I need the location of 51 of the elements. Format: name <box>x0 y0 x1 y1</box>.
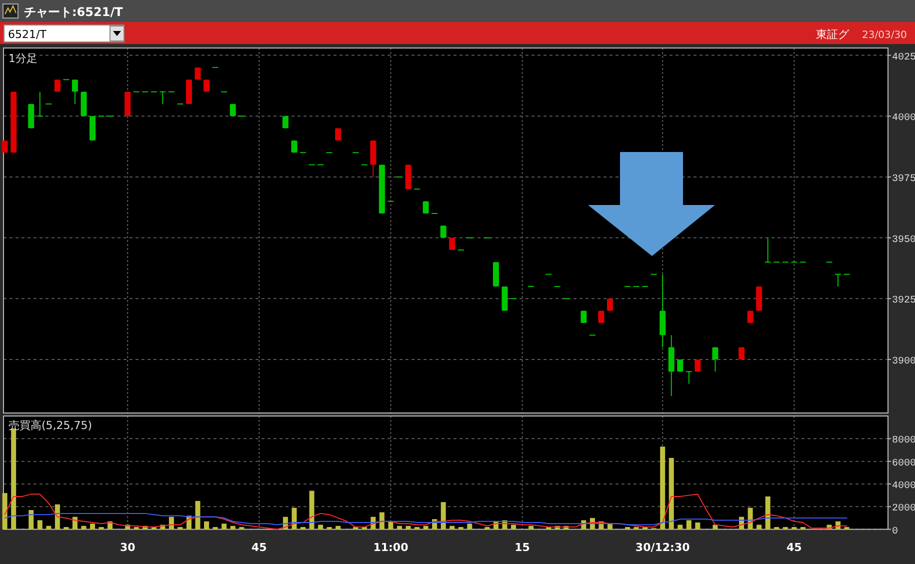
bar <box>686 520 692 530</box>
y-tick-label: 4025 <box>892 52 915 64</box>
bar <box>748 508 753 530</box>
x-tick-label: 30 <box>120 541 136 554</box>
bar <box>72 516 78 530</box>
bar <box>379 512 384 530</box>
bar <box>423 526 428 530</box>
bar <box>46 526 52 530</box>
bar <box>695 522 700 530</box>
bar <box>336 526 341 530</box>
chart-title: チャート:6521/T <box>24 5 124 19</box>
bar <box>440 502 446 530</box>
text: 東証グ <box>816 28 850 41</box>
y-tick-label: 0 <box>892 526 898 538</box>
bar <box>406 526 411 530</box>
bar <box>81 526 86 530</box>
bar <box>168 516 174 530</box>
bar <box>678 524 683 530</box>
text: 23/03/30 <box>862 30 907 41</box>
bar <box>668 458 674 530</box>
x-tick-label: 45 <box>252 541 267 554</box>
bar <box>318 524 324 530</box>
bar <box>765 496 770 530</box>
bar <box>528 526 534 530</box>
bar <box>204 521 210 530</box>
bar <box>467 524 472 530</box>
x-tick-label: 45 <box>786 541 802 554</box>
annotation: 1分足 <box>8 52 38 65</box>
y-tick-label: 3975 <box>892 174 915 185</box>
bar <box>660 446 666 530</box>
bar <box>511 524 516 530</box>
x-tick-label: 15 <box>514 541 530 554</box>
bar <box>756 524 762 530</box>
bar <box>195 500 200 530</box>
bar <box>2 493 8 530</box>
bar <box>450 526 455 530</box>
bar <box>230 526 236 530</box>
bar <box>388 521 394 530</box>
text: 6521/T <box>8 28 47 41</box>
bar <box>222 524 227 530</box>
bar <box>607 524 612 530</box>
bar <box>396 526 402 530</box>
x-tick-label: 11:00 <box>373 541 409 554</box>
bar <box>54 504 60 530</box>
bar <box>90 524 96 530</box>
chart-title: 売買高(5,25,75) <box>8 419 92 432</box>
bar <box>37 520 42 530</box>
y-tick-label: 3925 <box>892 296 915 307</box>
x-tick-label: 30/12:30 <box>635 541 690 554</box>
bar <box>28 510 34 530</box>
bar <box>309 490 314 530</box>
